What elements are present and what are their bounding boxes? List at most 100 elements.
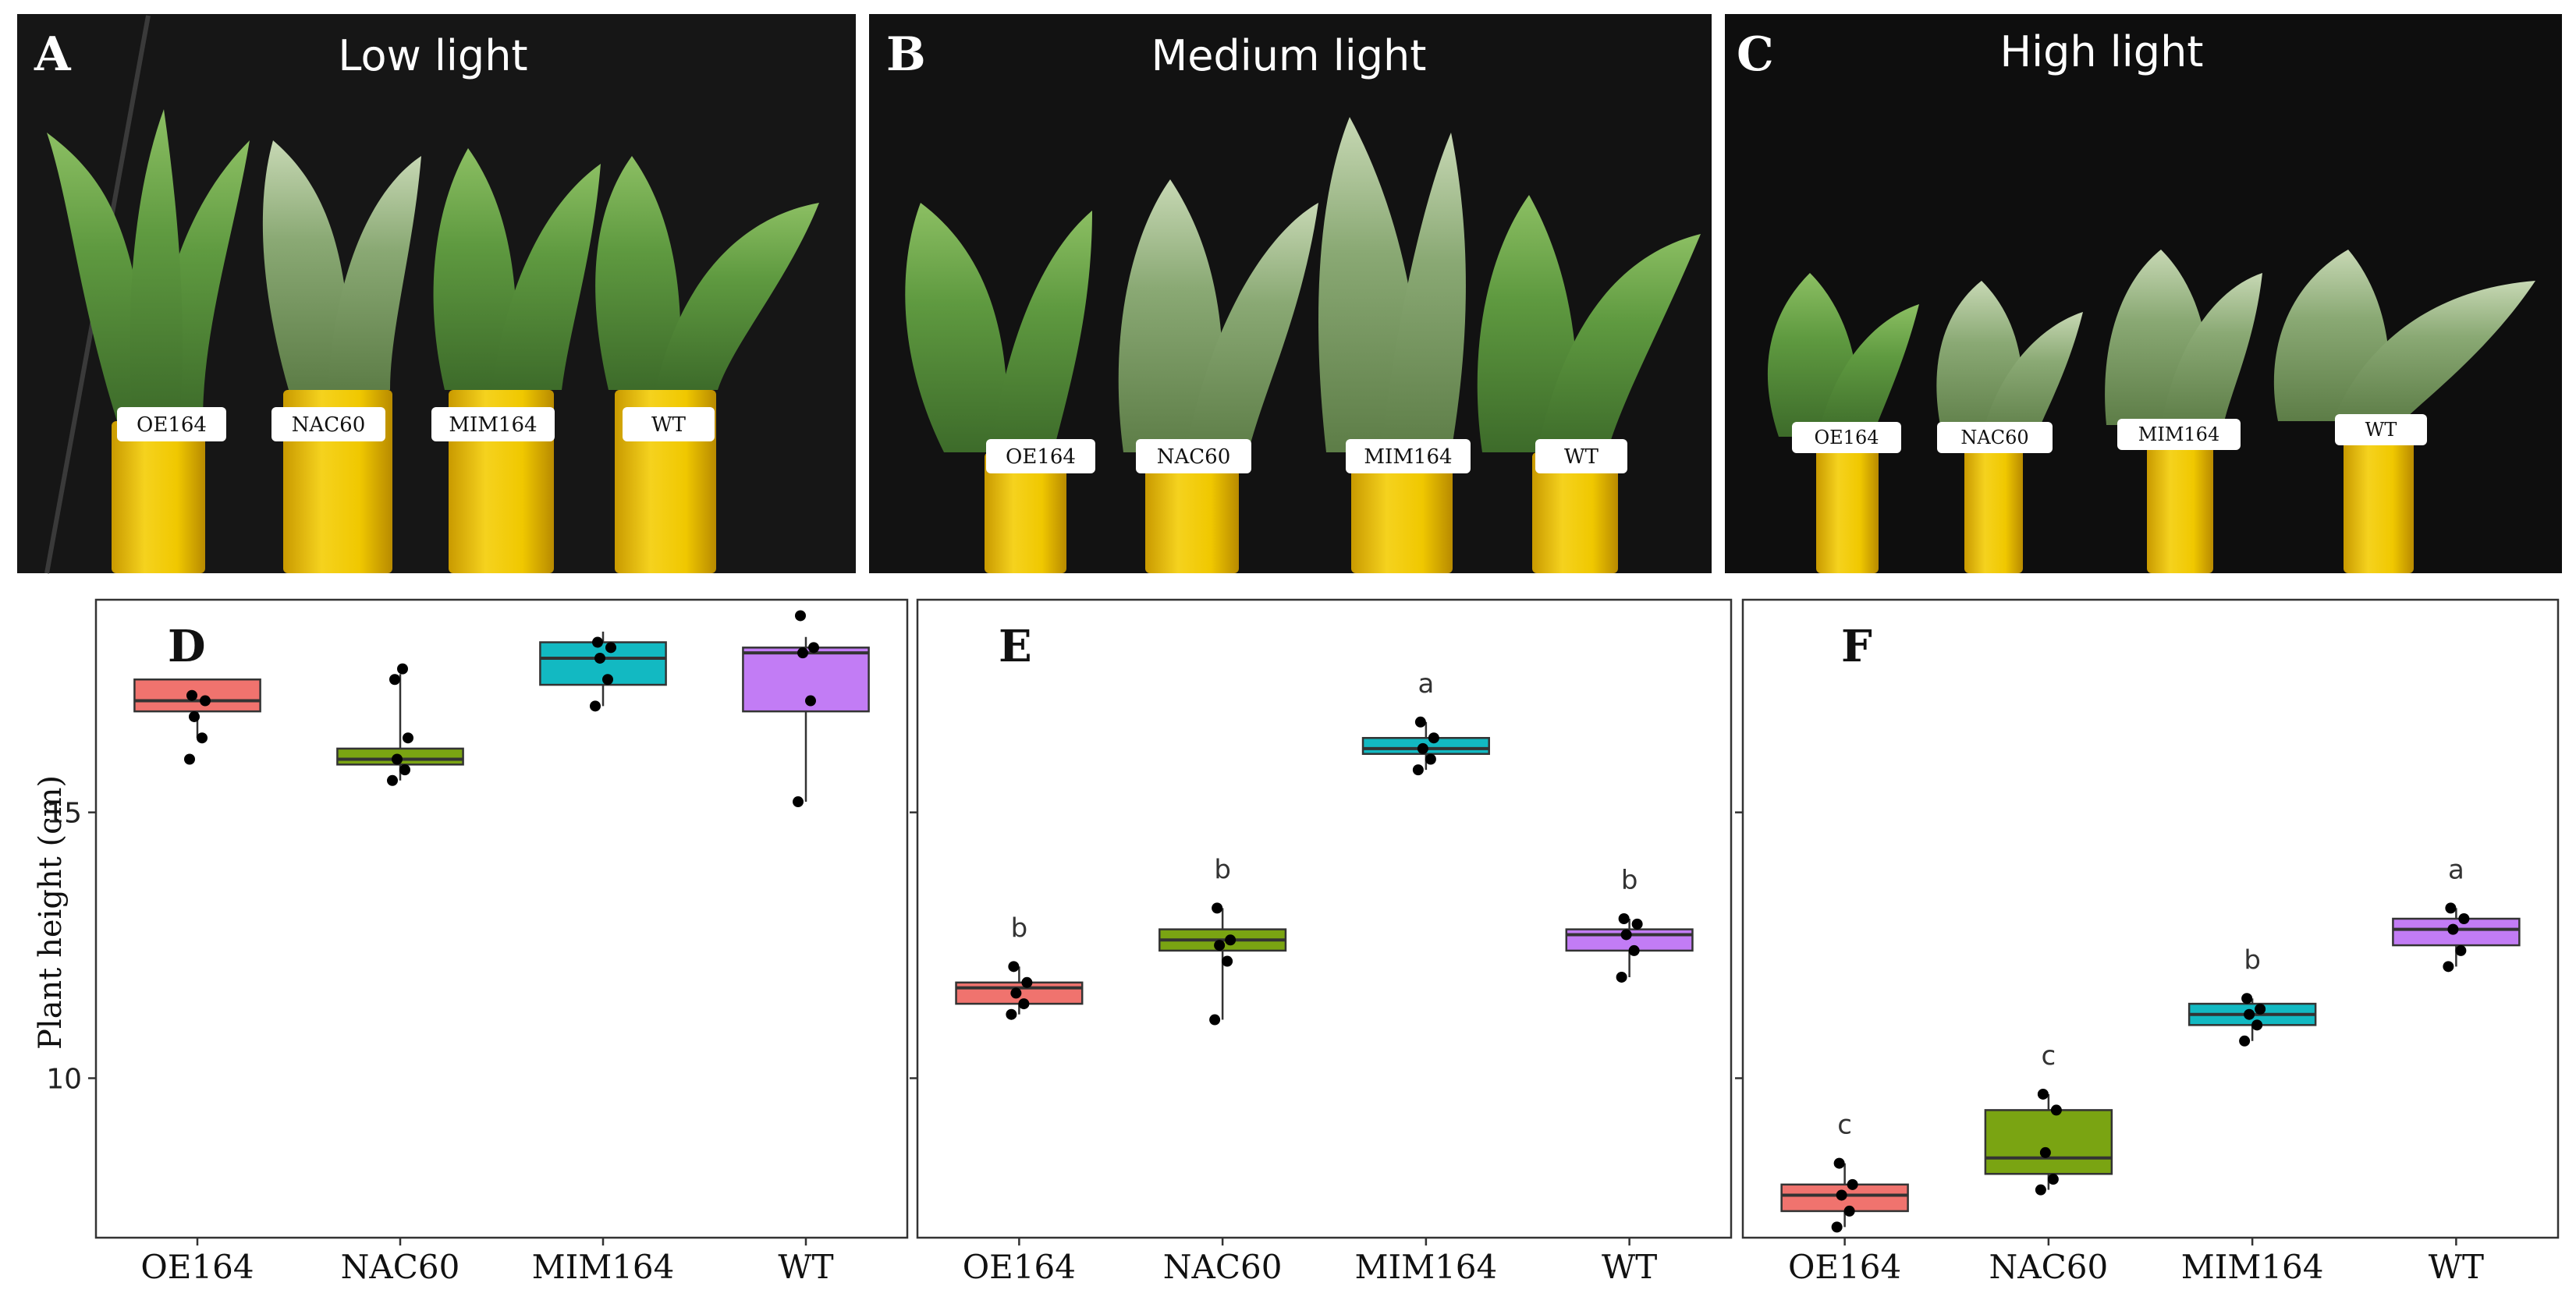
data-point: [392, 753, 403, 765]
y-tick-label: 10: [46, 1064, 82, 1096]
data-point: [2039, 1146, 2051, 1158]
data-point: [2239, 1035, 2251, 1047]
data-point: [808, 642, 819, 654]
data-point: [1833, 1157, 1845, 1169]
tag-label: MIM164: [2138, 423, 2219, 445]
panel-title: Low light: [338, 31, 527, 80]
data-point: [2445, 902, 2457, 914]
data-point: [387, 774, 398, 786]
category-label: OE164: [140, 1248, 254, 1286]
y-tick-label: 15: [46, 798, 82, 830]
data-point: [1620, 929, 1632, 941]
data-point: [1209, 1014, 1221, 1026]
category-label: NAC60: [1163, 1248, 1283, 1286]
data-point: [592, 636, 603, 648]
data-point: [1412, 764, 1424, 776]
plant-oe164: [905, 203, 1092, 573]
plant-tags: OE164 NAC60 MIM164 WT: [986, 439, 1627, 473]
data-point: [1428, 732, 1439, 744]
category-label: OE164: [1788, 1248, 1901, 1286]
data-point: [1010, 987, 1022, 999]
data-point: [1021, 976, 1033, 988]
data-point: [1008, 961, 1020, 973]
data-point: [1836, 1189, 1847, 1201]
data-point: [1628, 944, 1640, 956]
panel-letter: D: [168, 621, 206, 672]
data-point: [200, 695, 211, 707]
data-point: [1425, 753, 1436, 765]
data-point: [2047, 1174, 2059, 1185]
significance-letter: a: [2448, 854, 2464, 885]
panel-title: High light: [2000, 27, 2204, 76]
category-label: WT: [778, 1248, 833, 1286]
category-label: MIM164: [1354, 1248, 1497, 1286]
photo-panel-b: B Medium light OE164 NAC60 MIM164 WT: [869, 14, 1712, 573]
data-point: [1843, 1205, 1855, 1217]
data-point: [1631, 918, 1643, 930]
significance-letter: b: [1214, 854, 1231, 885]
data-point: [1214, 940, 1226, 951]
panel-letter: A: [34, 27, 72, 82]
data-point: [805, 695, 816, 707]
data-point: [397, 663, 408, 675]
data-point: [1616, 971, 1627, 983]
data-point: [2241, 993, 2253, 1005]
data-point: [2251, 1019, 2263, 1031]
significance-letter: b: [1621, 865, 1638, 896]
y-axis-label: Plant height (cm): [33, 775, 69, 1050]
data-point: [1847, 1178, 1858, 1190]
tag-label: MIM164: [449, 413, 537, 437]
photo-panel-a: A Low light OE164 NAC60 MIM164 WT: [17, 14, 856, 574]
data-point: [2050, 1104, 2062, 1116]
data-point: [1222, 955, 1233, 967]
data-point: [797, 647, 808, 659]
data-point: [793, 796, 804, 808]
data-point: [403, 732, 413, 744]
tag-label: WT: [651, 413, 687, 437]
panel-letter: E: [999, 621, 1032, 672]
plant-tags: OE164 NAC60 MIM164 WT: [117, 407, 715, 441]
box-oe164: [955, 981, 1084, 1005]
box-nac60: [1984, 1109, 2113, 1175]
data-point: [2244, 1008, 2255, 1020]
data-point: [184, 753, 195, 765]
data-point: [602, 674, 613, 686]
panel-letter: C: [1737, 27, 1774, 82]
data-point: [2035, 1184, 2046, 1196]
significance-letter: c: [1837, 1110, 1852, 1141]
tag-label: NAC60: [1157, 445, 1231, 469]
data-point: [1417, 742, 1428, 754]
data-point: [605, 642, 616, 654]
category-label: NAC60: [1989, 1248, 2109, 1286]
data-point: [795, 610, 806, 622]
plant-wt: [1477, 195, 1701, 573]
significance-letter: b: [2244, 944, 2261, 976]
data-point: [1006, 1008, 1017, 1020]
data-point: [399, 764, 410, 776]
data-point: [2455, 944, 2467, 956]
boxplot-panel-d: 10 15 D OE164 NAC60 MIM164 WT: [46, 598, 909, 1286]
plant-mim164: [2105, 250, 2262, 573]
significance-letter: c: [2042, 1040, 2056, 1072]
data-point: [389, 674, 400, 686]
data-point: [2443, 961, 2454, 973]
data-point: [186, 689, 197, 701]
photo-panel-c: C High light OE164 NAC60 MIM164 WT: [1725, 14, 2562, 573]
tag-label: OE164: [137, 413, 207, 437]
data-point: [197, 732, 208, 744]
panel-title: Medium light: [1151, 31, 1427, 80]
data-point: [590, 700, 601, 712]
category-label: MIM164: [2181, 1248, 2324, 1286]
data-point: [2447, 923, 2459, 935]
data-point: [1414, 716, 1426, 728]
tag-label: OE164: [1814, 427, 1879, 448]
plant-oe164: [47, 109, 250, 573]
tag-label: WT: [2365, 419, 2397, 441]
tag-label: OE164: [1006, 445, 1076, 469]
plant-mim164: [1318, 117, 1466, 573]
tag-label: WT: [1564, 445, 1599, 469]
plot-frame: [916, 598, 1733, 1239]
data-point: [1212, 902, 1223, 914]
tag-label: MIM164: [1364, 445, 1452, 469]
data-point: [1831, 1221, 1843, 1233]
